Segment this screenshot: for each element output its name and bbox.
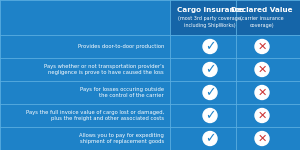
- Text: ✓: ✓: [205, 40, 215, 54]
- Text: Pays for losses occuring outside
the control of the carrier: Pays for losses occuring outside the con…: [80, 87, 164, 98]
- Text: (carrier insurance
coverage): (carrier insurance coverage): [240, 16, 284, 28]
- Text: Allows you to pay for expediting
shipment of replacement goods: Allows you to pay for expediting shipmen…: [79, 133, 164, 144]
- Text: ✓: ✓: [205, 132, 215, 145]
- Circle shape: [203, 63, 217, 76]
- Text: ✓: ✓: [205, 63, 215, 76]
- Circle shape: [255, 132, 269, 146]
- FancyBboxPatch shape: [170, 0, 300, 35]
- Text: Declared Value: Declared Value: [231, 7, 293, 13]
- Text: Pays whether or not transportation provider's
negligence is prove to have caused: Pays whether or not transportation provi…: [44, 64, 164, 75]
- Circle shape: [203, 108, 217, 123]
- Text: Provides door-to-door production: Provides door-to-door production: [78, 44, 164, 49]
- Text: ✕: ✕: [257, 134, 267, 144]
- Text: ✓: ✓: [205, 87, 215, 99]
- Text: ✕: ✕: [257, 42, 267, 51]
- Text: ✕: ✕: [257, 87, 267, 98]
- Circle shape: [255, 63, 269, 76]
- Circle shape: [255, 108, 269, 123]
- Text: ✕: ✕: [257, 111, 267, 120]
- Text: Pays the full invoice value of cargo lost or damaged,
plus the freight and other: Pays the full invoice value of cargo los…: [26, 110, 164, 121]
- Circle shape: [203, 132, 217, 146]
- Circle shape: [203, 39, 217, 54]
- Text: (most 3rd party coverage,
including ShipWorks): (most 3rd party coverage, including Ship…: [178, 16, 242, 28]
- Text: ✕: ✕: [257, 64, 267, 75]
- Circle shape: [203, 85, 217, 99]
- Text: Cargo Insurance: Cargo Insurance: [177, 7, 243, 13]
- Text: ✓: ✓: [205, 110, 215, 123]
- Circle shape: [255, 39, 269, 54]
- Circle shape: [255, 85, 269, 99]
